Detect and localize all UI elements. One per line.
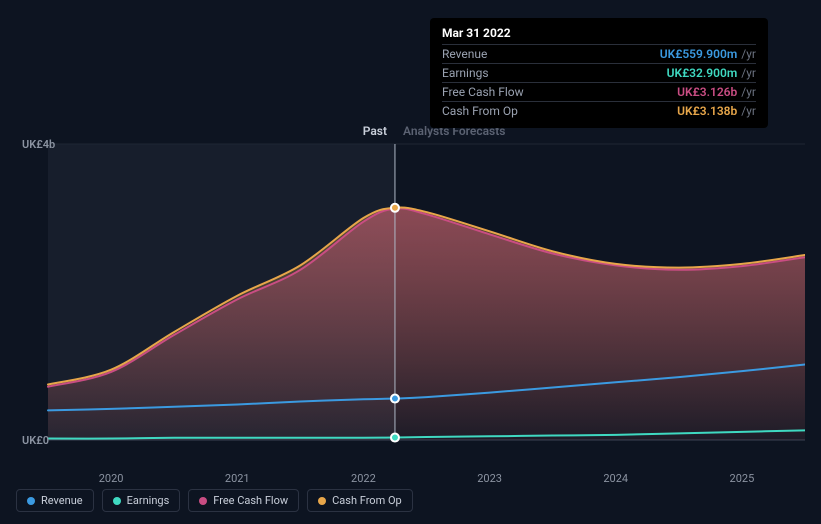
x-axis-label: 2024 <box>603 472 628 485</box>
hover-tooltip: Mar 31 2022 Revenue UK£559.900m/yr Earning… <box>430 18 768 128</box>
chart-area[interactable]: Past Analysts Forecasts 2020202120222023… <box>16 120 805 468</box>
x-axis-label: 2023 <box>477 472 502 485</box>
legend-dot-icon <box>27 497 35 505</box>
legend-item-label: Cash From Op <box>332 494 402 507</box>
x-axis-label: 2020 <box>99 472 124 485</box>
tooltip-row-label: Earnings <box>442 66 489 80</box>
tooltip-row-value: UK£3.126b/yr <box>677 85 756 99</box>
y-axis-label: UK£0 <box>22 434 49 447</box>
tooltip-row: Revenue UK£559.900m/yr <box>442 44 756 63</box>
y-axis-label: UK£4b <box>22 138 55 151</box>
x-axis-label: 2022 <box>351 472 376 485</box>
legend-dot-icon <box>113 497 121 505</box>
tooltip-row: Cash From Op UK£3.138b/yr <box>442 101 756 120</box>
tooltip-row-label: Free Cash Flow <box>442 85 524 99</box>
tooltip-date: Mar 31 2022 <box>442 26 756 40</box>
tooltip-row-label: Cash From Op <box>442 104 518 118</box>
legend-item-label: Earnings <box>127 494 170 507</box>
financial-chart: Mar 31 2022 Revenue UK£559.900m/yr Earning… <box>0 0 821 524</box>
x-axis-labels: 2020 2021 2022 2023 2024 2025 <box>16 472 805 490</box>
x-axis-label: 2025 <box>730 472 755 485</box>
tooltip-row: Earnings UK£32.900m/yr <box>442 63 756 82</box>
legend-dot-icon <box>318 497 326 505</box>
tooltip-row: Free Cash Flow UK£3.126b/yr <box>442 82 756 101</box>
legend-item-cash-from-op[interactable]: Cash From Op <box>307 489 413 512</box>
legend-item-label: Free Cash Flow <box>213 494 288 507</box>
tooltip-row-value: UK£32.900m/yr <box>667 66 756 80</box>
legend-item-revenue[interactable]: Revenue <box>16 489 94 512</box>
tooltip-row-value: UK£3.138b/yr <box>677 104 756 118</box>
legend-item-label: Revenue <box>41 494 83 507</box>
legend-item-earnings[interactable]: Earnings <box>102 489 181 512</box>
legend-item-free-cash-flow[interactable]: Free Cash Flow <box>188 489 299 512</box>
tooltip-row-label: Revenue <box>442 47 487 61</box>
legend-dot-icon <box>199 497 207 505</box>
x-axis-label: 2021 <box>225 472 250 485</box>
chart-legend: Revenue Earnings Free Cash Flow Cash From O… <box>16 489 413 512</box>
chart-svg <box>16 120 805 468</box>
tooltip-row-value: UK£559.900m/yr <box>660 47 756 61</box>
